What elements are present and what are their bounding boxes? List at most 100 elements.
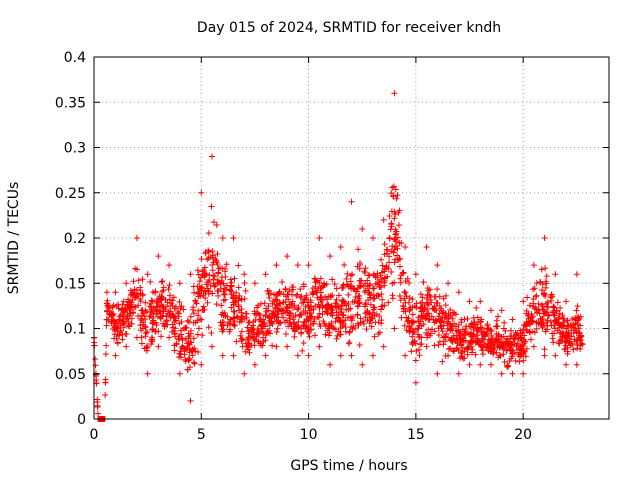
data-point [230, 301, 237, 308]
data-point [342, 323, 349, 330]
data-point [469, 333, 476, 340]
data-point [413, 304, 420, 311]
data-point [305, 330, 312, 337]
data-point [419, 294, 426, 301]
data-point [92, 362, 99, 369]
data-point [318, 294, 325, 301]
data-point [448, 335, 455, 342]
data-point [138, 307, 145, 314]
data-point [507, 346, 514, 353]
data-point [489, 342, 496, 349]
data-point [493, 323, 500, 330]
data-point [137, 327, 144, 334]
data-point [168, 300, 175, 307]
data-point [280, 308, 287, 315]
data-point [441, 333, 448, 340]
data-point [300, 299, 307, 306]
data-point [457, 335, 464, 342]
data-point [354, 320, 361, 327]
data-point [316, 343, 323, 350]
data-point [425, 301, 432, 308]
data-point [391, 243, 398, 250]
data-point [251, 280, 258, 287]
data-point [406, 294, 413, 301]
data-point [434, 262, 441, 269]
data-point [520, 343, 527, 350]
data-point [198, 255, 205, 262]
data-point [126, 323, 133, 330]
data-point [294, 306, 301, 313]
data-point [222, 296, 229, 303]
data-point [148, 297, 155, 304]
data-point [403, 327, 410, 334]
data-point [447, 336, 454, 343]
data-point [565, 329, 572, 336]
data-point [94, 398, 101, 405]
data-point [412, 357, 419, 364]
data-point [547, 318, 554, 325]
data-point [505, 362, 512, 369]
data-point [112, 289, 119, 296]
data-point [576, 329, 583, 336]
data-point [547, 294, 554, 301]
data-point [133, 235, 140, 241]
data-point [133, 334, 140, 341]
data-point [137, 322, 144, 329]
data-point [210, 272, 217, 279]
data-point [467, 340, 474, 347]
data-point [210, 252, 217, 259]
data-point [169, 321, 176, 328]
data-point [423, 343, 430, 350]
data-point [412, 379, 419, 386]
data-point [267, 290, 274, 297]
data-point [404, 318, 411, 325]
data-point [388, 190, 395, 197]
data-point [115, 301, 122, 308]
data-point [500, 333, 507, 340]
data-point [124, 316, 131, 323]
data-point [573, 361, 580, 368]
tick-labels: 0 0.05 0.1 0.15 0.2 0.25 0.3 0.35 0.4 0 5 10 15 20 [55, 50, 532, 443]
data-point [285, 296, 292, 303]
data-point [370, 292, 377, 299]
data-point [375, 293, 382, 300]
data-point [552, 271, 559, 278]
data-point [455, 329, 462, 336]
data-point [396, 255, 403, 262]
data-point [366, 319, 373, 326]
data-point [218, 322, 225, 329]
data-point [158, 333, 165, 340]
data-point [319, 284, 326, 291]
data-point [139, 291, 146, 298]
data-point [424, 300, 431, 307]
data-point [555, 315, 562, 322]
data-point [220, 297, 227, 304]
data-point [423, 244, 430, 251]
data-point [359, 361, 366, 368]
data-point [116, 332, 123, 339]
data-point [149, 320, 156, 327]
data-point [199, 284, 206, 291]
x-tick-label: 20 [514, 427, 532, 443]
data-point [343, 275, 350, 282]
data-point [233, 338, 240, 345]
data-point [402, 278, 409, 285]
data-point [178, 318, 185, 325]
data-point [531, 285, 538, 292]
data-point [316, 235, 323, 241]
data-point [391, 215, 398, 222]
data-point [337, 352, 344, 359]
data-point [380, 279, 387, 286]
data-point [104, 302, 111, 309]
data-point [159, 288, 166, 295]
data-point [558, 330, 565, 337]
data-point [362, 300, 369, 307]
data-point [362, 301, 369, 308]
data-point [150, 311, 157, 318]
data-point [327, 361, 334, 368]
data-point [103, 316, 110, 323]
data-point [213, 301, 220, 308]
data-point [436, 293, 443, 300]
data-point [520, 357, 527, 364]
data-point [346, 328, 353, 335]
